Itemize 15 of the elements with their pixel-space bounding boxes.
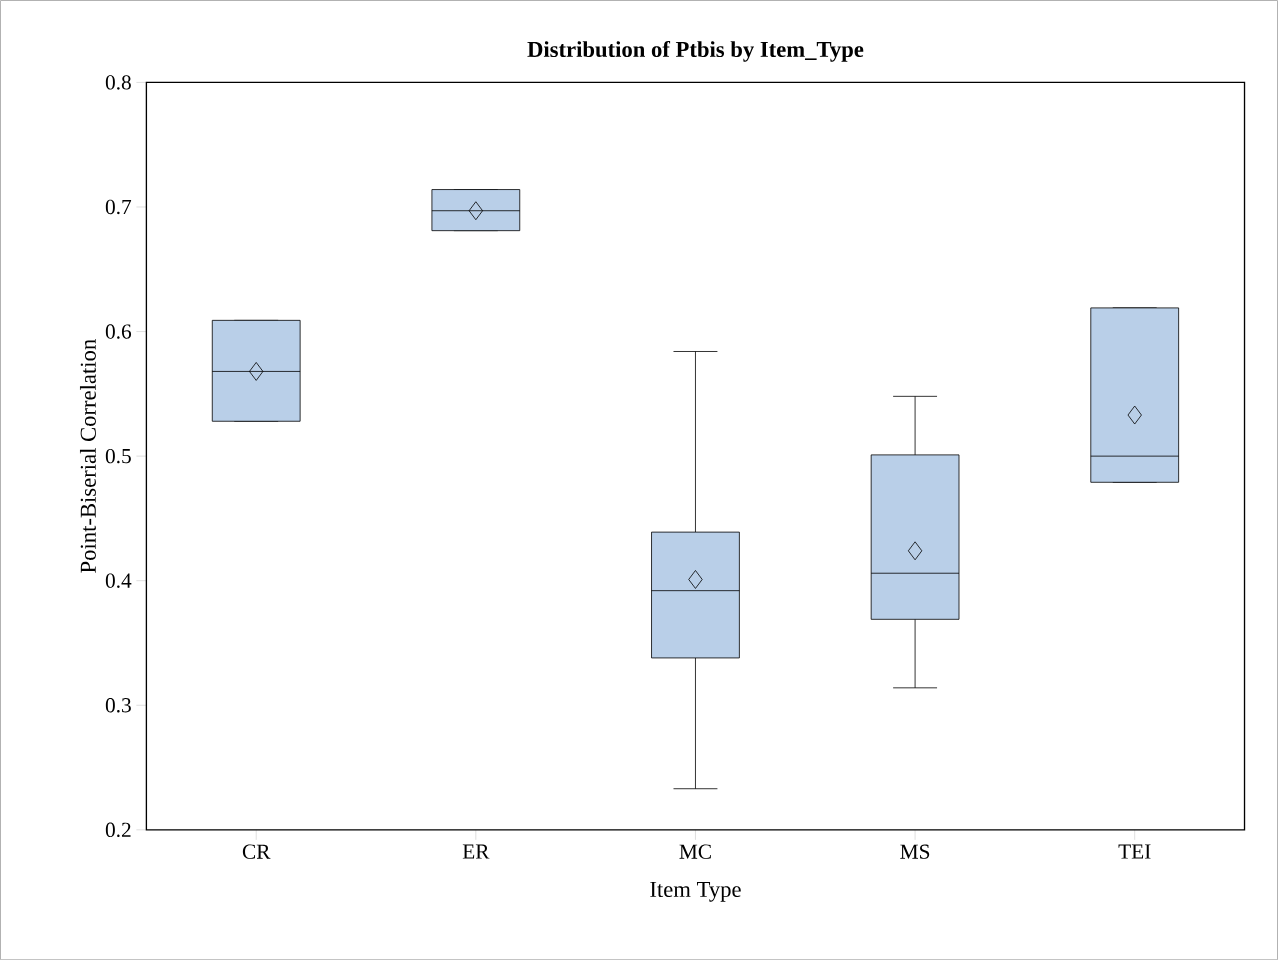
y-axis-title: Point-Biserial Correlation (79, 339, 96, 573)
x-axis-title: Item Type (650, 881, 741, 902)
y-tick-label: 0.2 (105, 822, 131, 837)
y-tick-label: 0.7 (105, 199, 132, 215)
x-tick-label: ER (462, 844, 490, 859)
y-tick-label: 0.4 (105, 573, 132, 588)
y-tick-label: 0.8 (105, 75, 131, 90)
y-tick-label: 0.5 (105, 448, 131, 464)
x-tick-label: TEI (1118, 844, 1151, 859)
y-tick-label: 0.3 (105, 697, 131, 713)
x-tick-label: CR (242, 844, 271, 859)
x-tick-label: MC (679, 844, 711, 859)
x-tick-label: MS (900, 844, 930, 859)
y-tick-label: 0.6 (105, 324, 132, 339)
chart-title: Distribution of Ptbis by Item_Type (527, 40, 864, 62)
